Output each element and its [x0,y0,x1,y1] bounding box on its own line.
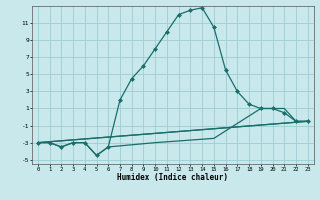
X-axis label: Humidex (Indice chaleur): Humidex (Indice chaleur) [117,173,228,182]
